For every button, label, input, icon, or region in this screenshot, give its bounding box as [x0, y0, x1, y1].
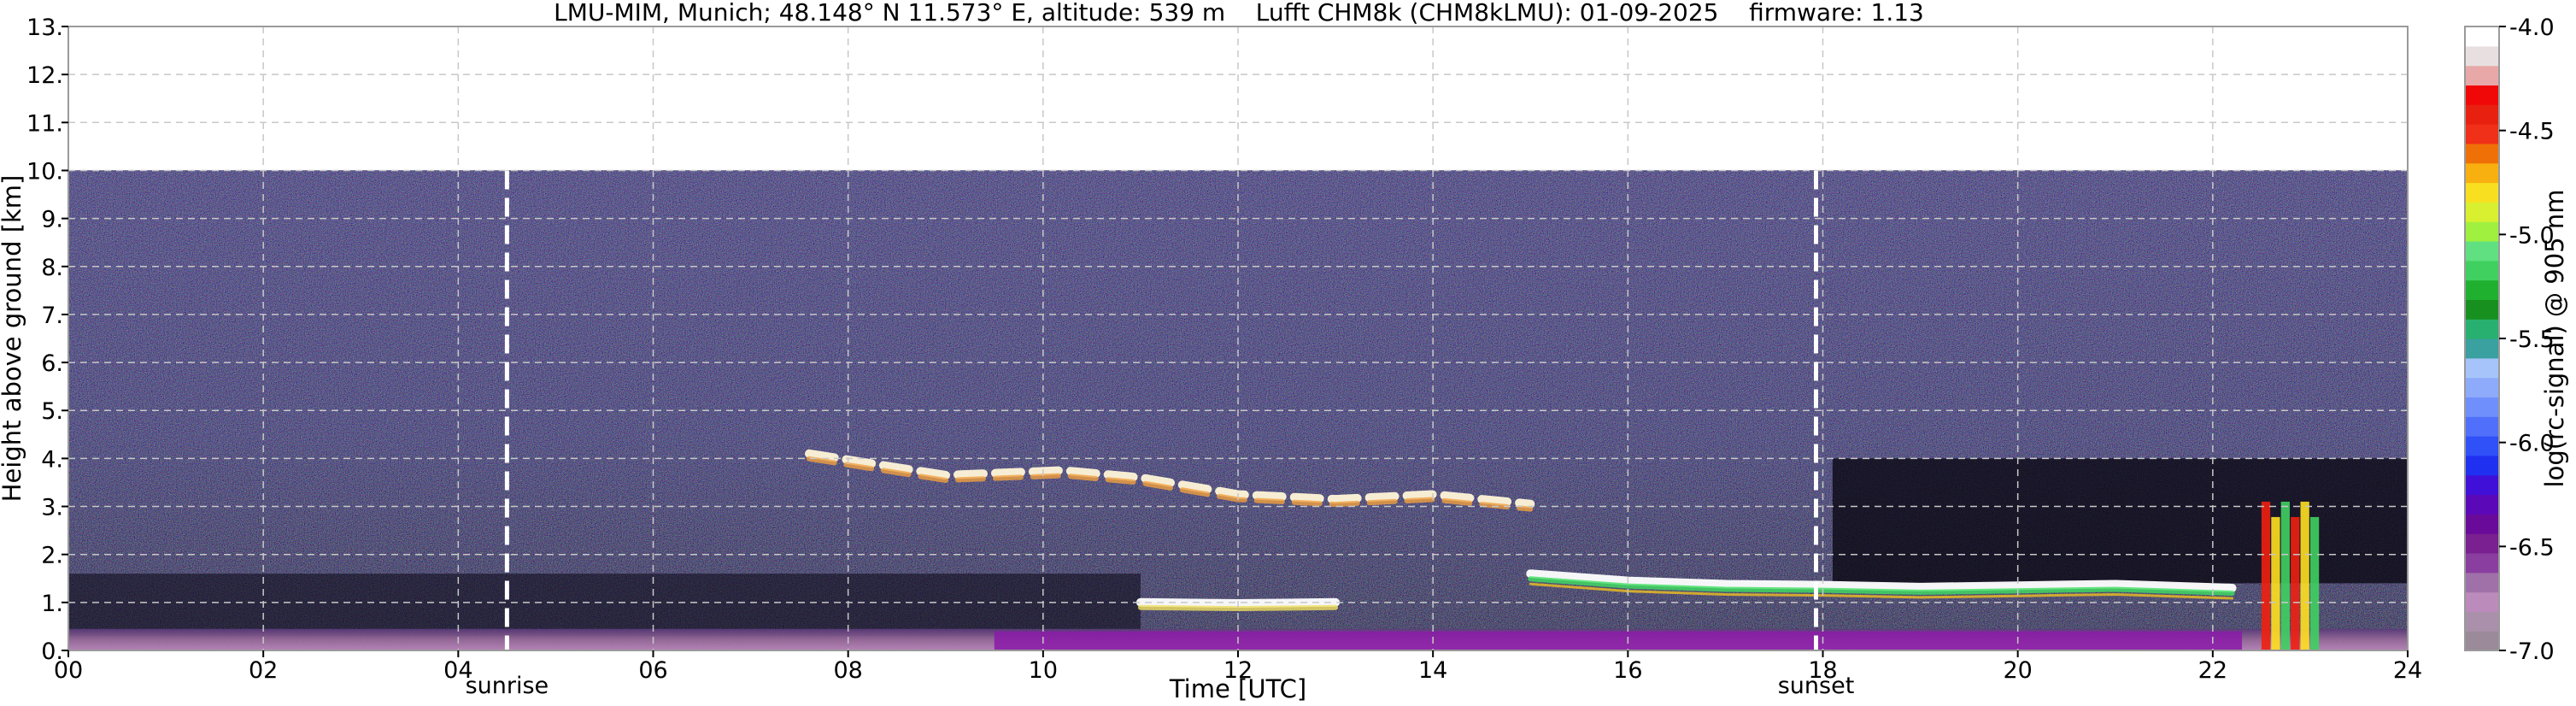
- x-tick-label: 04: [443, 657, 472, 684]
- y-tick-label: 0.: [41, 638, 63, 665]
- colorbar-tick-label: -6.5: [2509, 534, 2555, 561]
- feature-rain-cloud-event-bar: [2271, 516, 2280, 650]
- colorbar-swatch: [2465, 162, 2499, 184]
- feature-boundary-layer-top: [1528, 576, 2235, 596]
- x-tick-label: 02: [249, 657, 278, 684]
- colorbar-swatch: [2465, 260, 2499, 281]
- x-tick-label: 22: [2198, 657, 2227, 684]
- x-tick-label: 00: [54, 657, 83, 684]
- colorbar-swatch: [2465, 377, 2499, 398]
- y-tick-label: 3.: [41, 495, 63, 521]
- colorbar-swatch: [2465, 455, 2499, 476]
- x-tick-label: 24: [2393, 657, 2422, 684]
- y-tick-label: 4.: [41, 446, 63, 473]
- colorbar-swatch: [2465, 436, 2499, 456]
- colorbar-tick-label: -4.0: [2509, 15, 2555, 41]
- mixed-layer: [994, 631, 2243, 650]
- x-tick-label: 10: [1029, 657, 1058, 684]
- y-tick-label: 9.: [41, 207, 63, 233]
- colorbar-swatch: [2465, 611, 2499, 632]
- chart-title: LMU-MIM, Munich; 48.148° N 11.573° E, al…: [554, 0, 1924, 26]
- colorbar-tick-label: -6.0: [2509, 431, 2555, 457]
- x-axis-label: Time [UTC]: [1169, 674, 1306, 703]
- colorbar-tick-label: -4.5: [2509, 119, 2555, 145]
- feature-rain-cloud-event-bar: [2291, 516, 2300, 650]
- colorbar-swatch: [2465, 338, 2499, 359]
- colorbar-swatch: [2465, 143, 2499, 164]
- colorbar-swatch: [2465, 357, 2499, 379]
- colorbar-swatch: [2465, 279, 2499, 300]
- x-tick-label: 08: [833, 657, 862, 684]
- colorbar-swatch: [2465, 221, 2499, 242]
- colorbar-swatch: [2465, 240, 2499, 262]
- y-axis-label: Height above ground [km]: [0, 175, 26, 503]
- y-tick-label: 13.: [26, 15, 63, 41]
- y-tick-label: 12.: [26, 62, 63, 89]
- colorbar: -4.0 -4.5 -5.0 -5.5 -6.0 -6.5 -7.0: [2464, 15, 2555, 665]
- colorbar-swatch: [2465, 631, 2499, 651]
- feature-elevated-aerosol-layer: [805, 449, 1535, 509]
- feature-low-layer: [1137, 604, 1339, 611]
- night-lower-region: [68, 574, 1141, 637]
- x-axis: 00 02 04 06 08 10 12 14 16 18 20 22 24: [54, 650, 2422, 684]
- y-axis: 0. 1. 2. 3. 4. 5. 6. 7. 8. 9. 10. 11. 12. 13.: [26, 15, 68, 665]
- colorbar-label: log(rc-signal) @ 905 nm: [2540, 190, 2569, 488]
- colorbar-swatch: [2465, 397, 2499, 417]
- y-tick-label: 1.: [41, 591, 63, 617]
- y-tick-label: 10.: [26, 158, 63, 185]
- annotations: [504, 170, 1819, 650]
- colorbar-swatch: [2465, 494, 2499, 515]
- colorbar-swatch: [2465, 591, 2499, 612]
- y-tick-label: 8.: [41, 255, 63, 281]
- colorbar-swatch: [2465, 474, 2499, 496]
- colorbar-swatch: [2465, 416, 2499, 437]
- y-tick-label: 2.: [41, 543, 63, 569]
- grid: [68, 26, 2408, 650]
- x-tick-label: 12: [1223, 657, 1253, 684]
- feature-layer: [805, 449, 2320, 650]
- feature-rain-cloud-event-bar: [2300, 501, 2309, 650]
- annotation-sunrise-label: sunrise: [466, 673, 549, 699]
- y-tick-label: 6.: [41, 350, 63, 377]
- colorbar-tick-label: -5.0: [2509, 222, 2555, 249]
- x-tick-label: 06: [638, 657, 667, 684]
- colorbar-swatch: [2465, 299, 2499, 320]
- colorbar-tick-label: -5.5: [2509, 327, 2555, 353]
- colorbar-swatch: [2465, 104, 2499, 125]
- x-tick-label: 18: [1808, 657, 1837, 684]
- colorbar-swatch: [2465, 45, 2499, 67]
- y-tick-label: 11.: [26, 110, 63, 137]
- night-clear-region: [1832, 458, 2408, 584]
- colorbar-swatch: [2465, 552, 2499, 574]
- x-tick-label: 16: [1613, 657, 1642, 684]
- feature-rain-cloud-event-bar: [2309, 516, 2320, 650]
- y-tick-label: 5.: [41, 398, 63, 425]
- colorbar-swatch: [2465, 572, 2499, 593]
- feature-boundary-layer-top: [1526, 569, 2237, 592]
- plot-area: [67, 26, 2409, 651]
- feature-boundary-layer-top: [1529, 582, 2234, 600]
- x-tick-label: 20: [2003, 657, 2032, 684]
- feature-rain-cloud-event-bar: [2261, 501, 2271, 650]
- colorbar-swatch: [2465, 65, 2499, 86]
- feature-elevated-aerosol-layer: [807, 456, 1534, 512]
- colorbar-swatch: [2465, 514, 2499, 534]
- x-tick-label: 14: [1418, 657, 1447, 684]
- colorbar-swatch: [2465, 533, 2499, 554]
- colorbar-swatch: [2465, 85, 2499, 105]
- y-tick-label: 7.: [41, 303, 63, 329]
- colorbar-swatch: [2465, 26, 2499, 47]
- colorbar-swatch: [2465, 124, 2499, 144]
- annotation-sunset-label: sunset: [1778, 673, 1855, 699]
- colorbar-swatch: [2465, 202, 2499, 222]
- colorbar-swatch: [2465, 319, 2499, 339]
- colorbar-swatch: [2465, 182, 2499, 203]
- feature-rain-cloud-event-bar: [2280, 501, 2290, 650]
- colorbar-tick-label: -7.0: [2509, 638, 2555, 665]
